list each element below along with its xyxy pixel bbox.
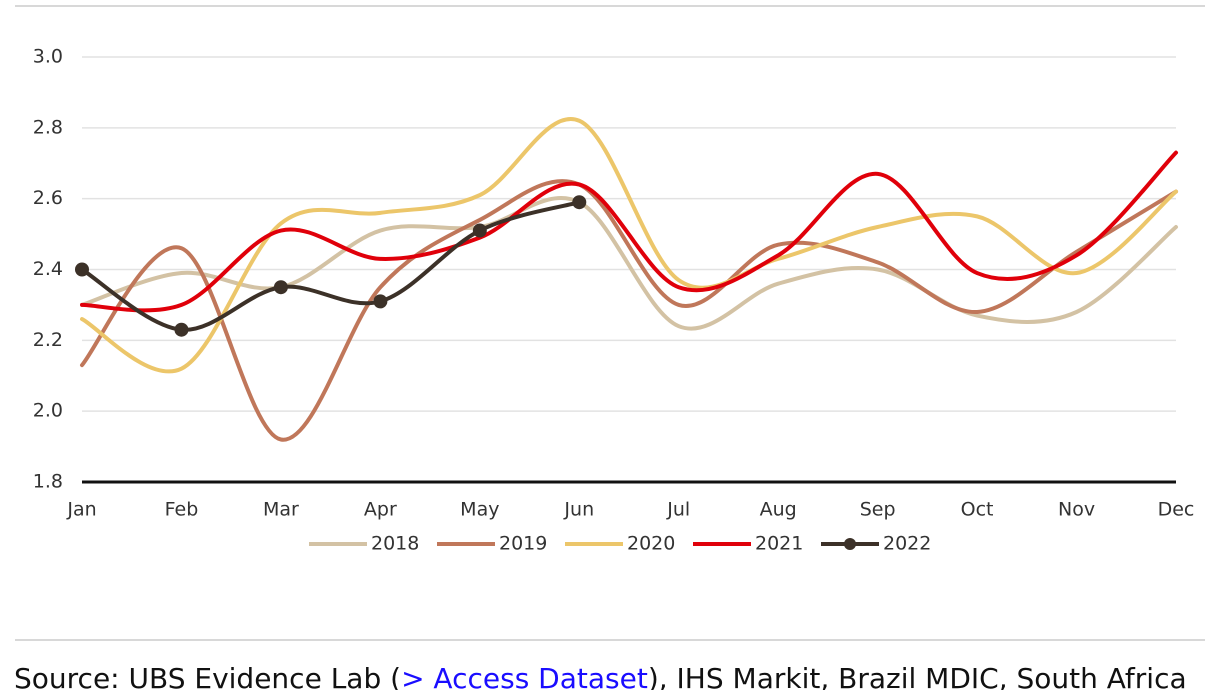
x-tick-label: Dec — [1158, 499, 1195, 521]
series-line — [80, 179, 1178, 442]
x-tick-label: Sep — [860, 499, 896, 521]
legend-marker — [844, 538, 856, 550]
series-marker — [174, 322, 189, 337]
x-tick-label: Jul — [666, 499, 690, 521]
x-tick-label: Feb — [165, 499, 199, 521]
legend-label: 2019 — [499, 533, 547, 555]
y-tick-label: 3.0 — [33, 46, 63, 68]
series-line — [80, 195, 1178, 331]
x-tick-label: Aug — [760, 499, 797, 521]
series-marker — [472, 223, 487, 238]
y-tick-label: 2.6 — [33, 187, 63, 209]
y-tick-label: 2.2 — [33, 329, 63, 351]
x-tick-label: Oct — [961, 499, 994, 521]
series-line — [80, 116, 1178, 374]
y-tick-label: 2.0 — [33, 400, 63, 422]
series-marker — [373, 294, 388, 309]
source: Source: UBS Evidence Lab (> Access Datas… — [14, 662, 1187, 690]
x-tick-label: Nov — [1058, 499, 1095, 521]
series-marker — [75, 262, 89, 277]
source-prefix: Source: UBS Evidence Lab ( — [14, 662, 401, 690]
legend-label: 2022 — [883, 533, 931, 555]
legend-label: 2018 — [371, 533, 419, 555]
x-tick-label: Jun — [563, 499, 594, 521]
y-tick-label: 2.4 — [33, 258, 63, 280]
series-line — [80, 150, 1178, 313]
x-tick-label: May — [460, 499, 499, 521]
series-marker — [273, 280, 288, 295]
legend-label: 2020 — [627, 533, 675, 555]
source-link[interactable]: > Access Dataset — [401, 662, 648, 690]
y-tick-label: 1.8 — [33, 471, 63, 493]
x-tick-label: Apr — [364, 499, 397, 521]
legend-label: 2021 — [755, 533, 803, 555]
x-tick-label: Mar — [263, 499, 299, 521]
series-marker — [572, 195, 587, 210]
y-tick-label: 2.8 — [33, 116, 63, 138]
series-line — [80, 200, 582, 332]
x-tick-label: Jan — [66, 499, 96, 521]
source-suffix: ), IHS Markit, Brazil MDIC, South Africa — [648, 662, 1187, 690]
